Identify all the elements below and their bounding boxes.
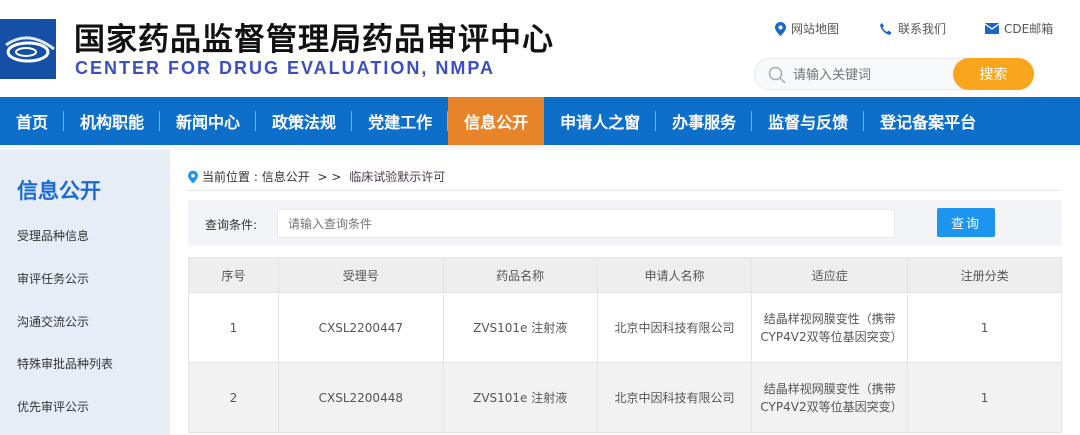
- site-subtitle: CENTER FOR DRUG EVALUATION, NMPA: [75, 58, 495, 78]
- search-icon: [768, 66, 786, 84]
- query-button[interactable]: 查询: [937, 208, 995, 237]
- header-index: 序号: [188, 257, 279, 293]
- sidebar-item-special-approval[interactable]: 特殊审批品种列表: [17, 357, 114, 371]
- table-header-row: 序号 受理号 药品名称 申请人名称 适应症 注册分类: [188, 257, 1062, 293]
- sidebar-item-accepted[interactable]: 受理品种信息: [17, 229, 90, 243]
- nav-item-home[interactable]: 首页: [0, 97, 65, 145]
- header-drug-name: 药品名称: [442, 257, 598, 293]
- search-input[interactable]: [793, 59, 983, 89]
- site-title: 国家药品监督管理局药品审评中心: [74, 22, 554, 58]
- mail-icon: [985, 23, 999, 34]
- header-applicant: 申请人名称: [596, 257, 753, 293]
- nav-item-registration[interactable]: 登记备案平台: [880, 113, 977, 132]
- mail-link[interactable]: CDE邮箱: [985, 20, 1053, 37]
- sitemap-label: 网站地图: [791, 22, 840, 36]
- header-indication: 适应症: [751, 257, 909, 293]
- sidebar-title: 信息公开: [17, 179, 101, 203]
- results-table: 序号 受理号 药品名称 申请人名称 适应症 注册分类 1 CXSL2200447…: [188, 257, 1062, 433]
- cell-index: 1: [188, 292, 279, 363]
- divider: [187, 190, 1062, 191]
- query-label: 查询条件:: [205, 218, 258, 232]
- breadcrumb-current: 临床试验默示许可: [349, 170, 446, 184]
- table-row: 1 CXSL2200447 ZVS101e 注射液 北京中因科技有限公司 结晶样…: [188, 292, 1062, 363]
- site-search: 搜索: [754, 58, 1034, 90]
- sidebar: [0, 150, 170, 435]
- sidebar-item-priority-review[interactable]: 优先审评公示: [17, 400, 90, 414]
- nav-item-party[interactable]: 党建工作: [352, 97, 449, 145]
- cell-indication: 结晶样视网膜变性（携带CYP4V2双等位基因突变）: [751, 362, 909, 433]
- cell-drug-name: ZVS101e 注射液: [442, 362, 598, 433]
- breadcrumb-prefix: 当前位置 :: [202, 170, 262, 184]
- phone-icon: [880, 22, 892, 35]
- main-nav: 首页 机构职能 新闻中心 政策法规 党建工作 信息公开 申请人之窗 办事服务 监…: [0, 97, 1080, 145]
- nav-item-functions[interactable]: 机构职能: [64, 97, 161, 145]
- nav-item-feedback[interactable]: 监督与反馈: [752, 97, 865, 145]
- header-acceptance-no: 受理号: [277, 257, 444, 293]
- sidebar-item-communication[interactable]: 沟通交流公示: [17, 315, 90, 329]
- cell-registration-class: 1: [907, 362, 1062, 433]
- contact-link[interactable]: 联系我们: [879, 20, 946, 37]
- cde-logo[interactable]: [0, 19, 56, 79]
- map-pin-icon: [775, 21, 786, 36]
- query-input[interactable]: [277, 209, 895, 238]
- nav-item-news[interactable]: 新闻中心: [160, 97, 257, 145]
- logo-emblem-icon: [5, 36, 55, 63]
- breadcrumb: 当前位置 : 信息公开 > > 临床试验默示许可: [188, 168, 445, 185]
- search-button[interactable]: 搜索: [953, 58, 1034, 90]
- cell-indication: 结晶样视网膜变性（携带CYP4V2双等位基因突变）: [751, 292, 909, 363]
- cell-applicant: 北京中因科技有限公司: [596, 292, 753, 363]
- mail-label: CDE邮箱: [1004, 22, 1054, 36]
- location-icon: [188, 170, 198, 183]
- contact-label: 联系我们: [898, 22, 947, 36]
- cell-drug-name: ZVS101e 注射液: [442, 292, 598, 363]
- breadcrumb-separator: > >: [313, 169, 346, 184]
- cell-registration-class: 1: [907, 292, 1062, 363]
- header-registration-class: 注册分类: [907, 257, 1062, 293]
- cell-index: 2: [188, 362, 279, 433]
- nav-item-policy[interactable]: 政策法规: [256, 97, 353, 145]
- cell-applicant: 北京中因科技有限公司: [596, 362, 753, 433]
- cell-acceptance-no: CXSL2200448: [277, 362, 444, 433]
- sidebar-item-review-tasks[interactable]: 审评任务公示: [17, 272, 90, 286]
- nav-item-applicant[interactable]: 申请人之窗: [544, 97, 657, 145]
- nav-item-info-disclosure[interactable]: 信息公开: [448, 97, 545, 145]
- nav-item-services[interactable]: 办事服务: [656, 97, 753, 145]
- table-row: 2 CXSL2200448 ZVS101e 注射液 北京中因科技有限公司 结晶样…: [188, 362, 1062, 433]
- cell-acceptance-no: CXSL2200447: [277, 292, 444, 363]
- breadcrumb-section[interactable]: 信息公开: [261, 170, 310, 184]
- sitemap-link[interactable]: 网站地图: [775, 20, 839, 37]
